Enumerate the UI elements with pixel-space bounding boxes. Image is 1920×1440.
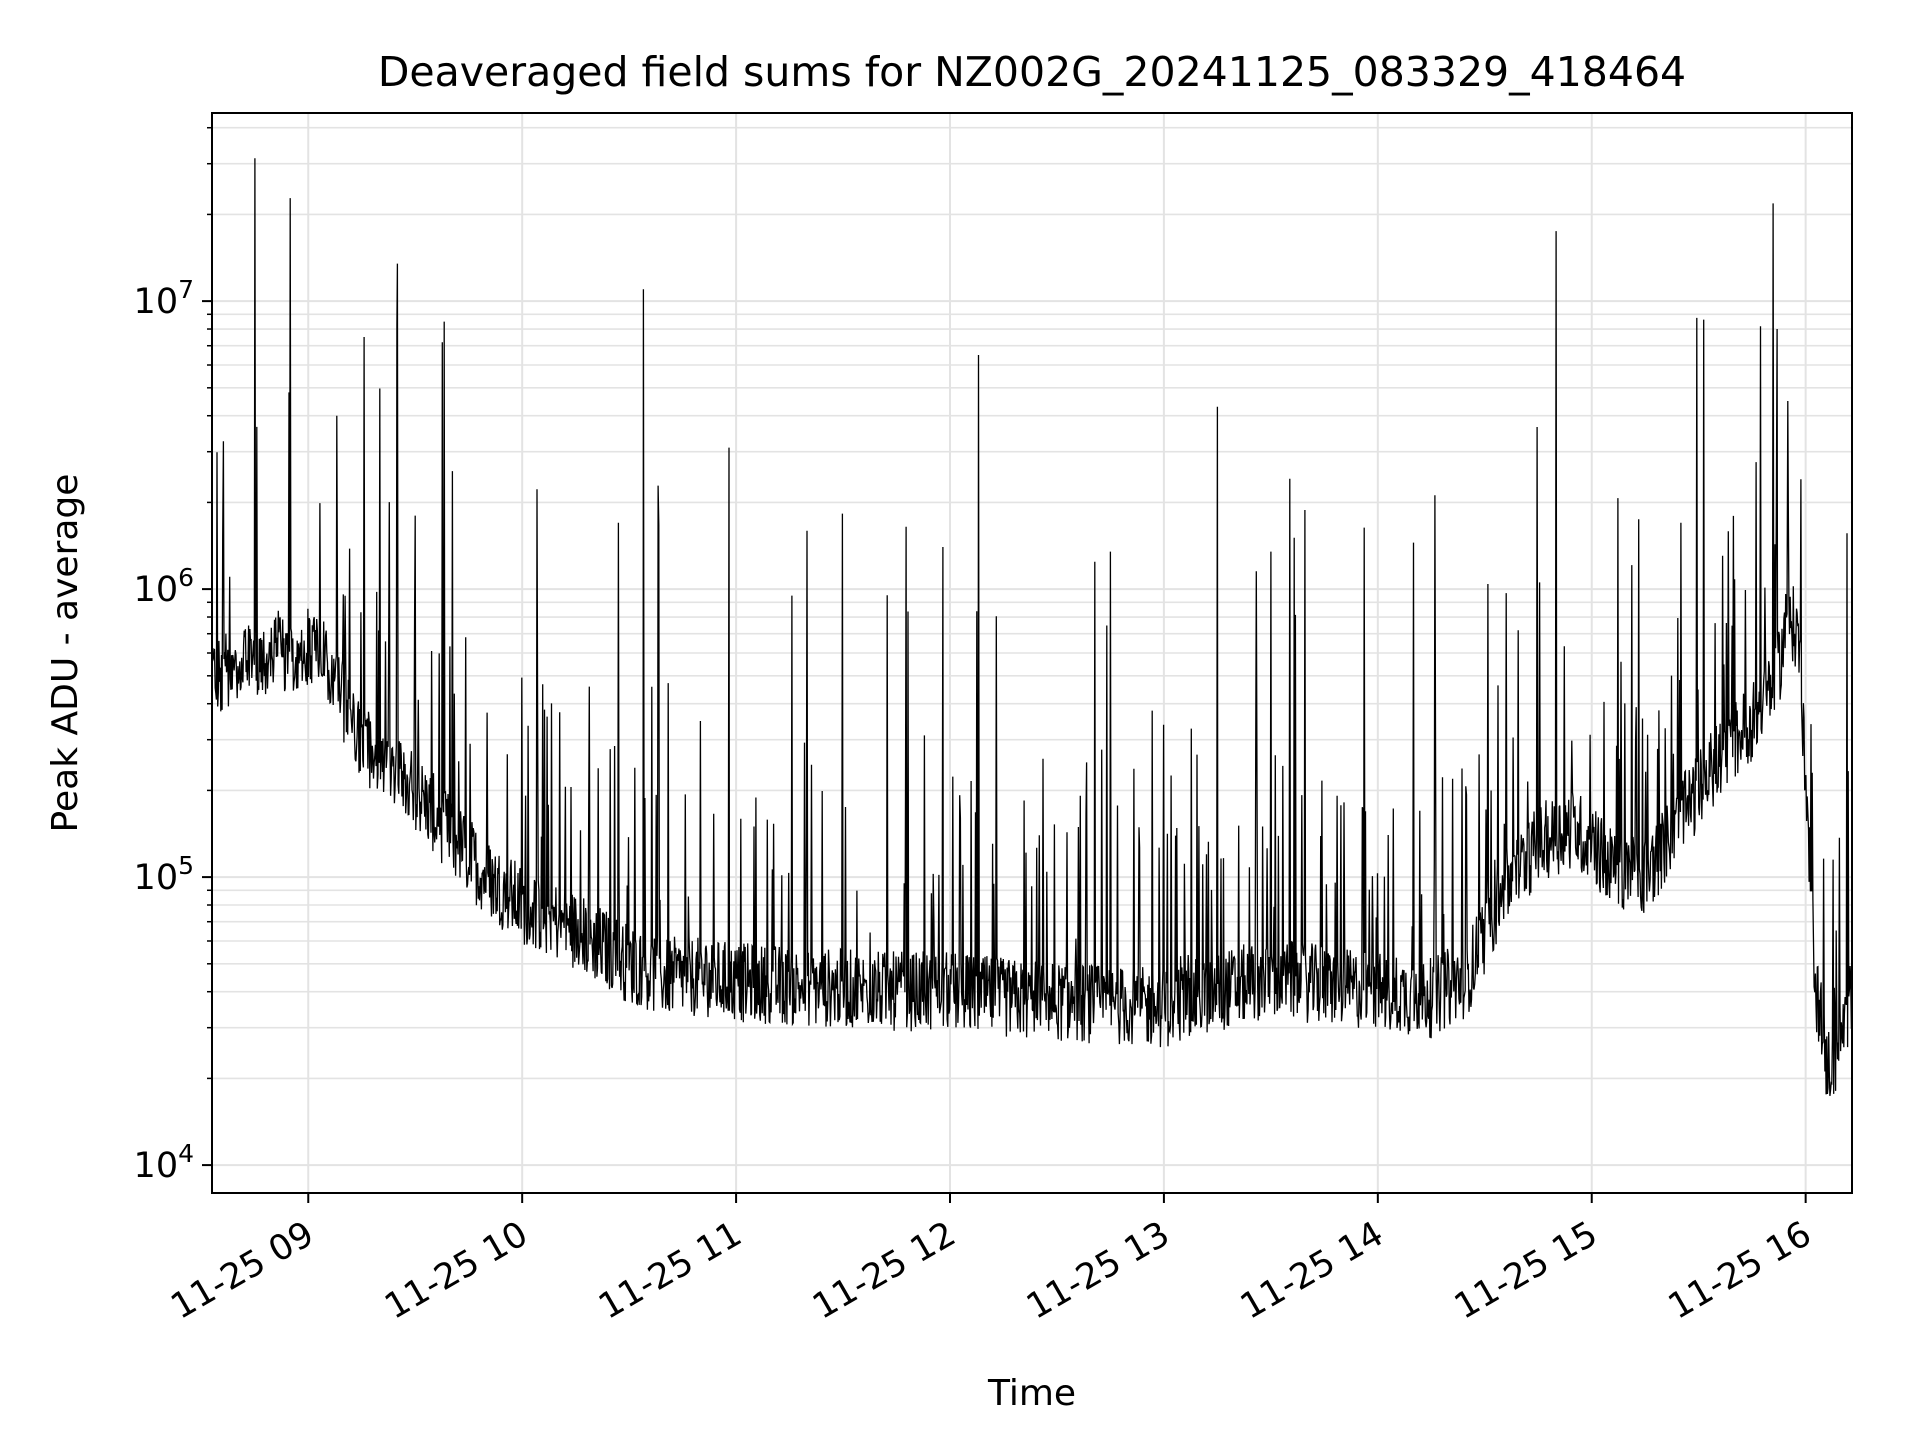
y-axis-label: Peak ADU - average <box>45 474 86 833</box>
x-axis-label: Time <box>987 1373 1076 1414</box>
y-tick-label: 105 <box>134 851 194 898</box>
series-group <box>211 158 1853 1096</box>
y-tick-label: 106 <box>134 563 194 610</box>
y-axis: 104 105 106 107 <box>134 126 212 1186</box>
chart-title: Deaveraged field sums for NZ002G_2024112… <box>378 48 1686 96</box>
y-tick-label: 107 <box>134 275 194 322</box>
y-tick-label: 104 <box>134 1139 194 1186</box>
data-series-line <box>211 158 1853 1096</box>
